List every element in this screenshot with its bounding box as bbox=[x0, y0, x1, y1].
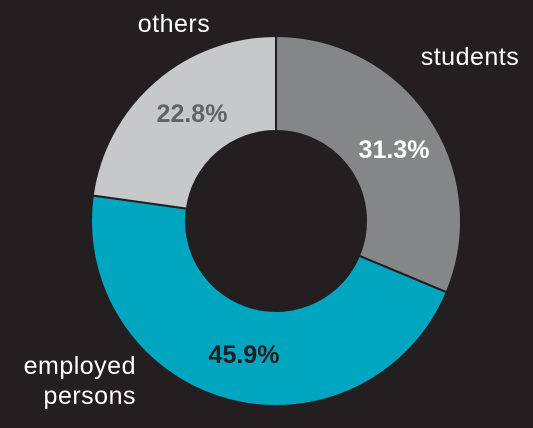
category-label-others: others bbox=[138, 10, 210, 38]
value-label-employed-persons: 45.9% bbox=[209, 341, 280, 369]
category-label-employed-persons: employed persons bbox=[24, 352, 136, 410]
slice-others bbox=[91, 34, 277, 210]
category-label-students: students bbox=[421, 43, 520, 71]
value-label-students: 31.3% bbox=[359, 136, 430, 164]
slice-students bbox=[275, 34, 462, 294]
value-label-others: 22.8% bbox=[157, 100, 228, 128]
slice-employed-persons bbox=[90, 194, 449, 407]
